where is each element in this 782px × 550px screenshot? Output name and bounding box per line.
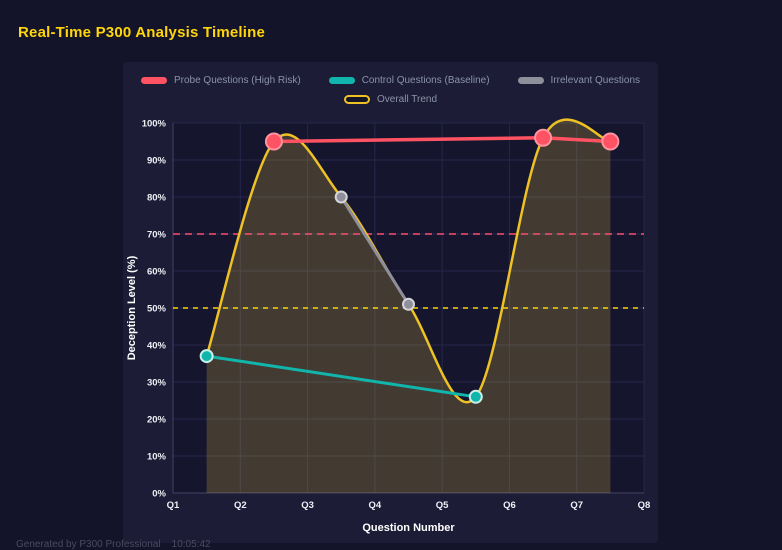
chart-panel: Probe Questions (High Risk) Control Ques…	[123, 62, 658, 543]
control-legend-swatch-icon	[328, 76, 355, 84]
svg-text:Q5: Q5	[436, 500, 449, 511]
svg-text:100%: 100%	[142, 119, 167, 130]
svg-text:50%: 50%	[147, 304, 167, 315]
legend-label-control: Control Questions (Baseline)	[361, 74, 490, 86]
legend-item-irrelevant[interactable]: Irrelevant Questions	[517, 74, 641, 86]
svg-text:40%: 40%	[147, 341, 167, 352]
svg-text:10%: 10%	[147, 452, 167, 463]
legend-label-irrelevant: Irrelevant Questions	[550, 74, 641, 86]
legend-label-trend: Overall Trend	[376, 93, 438, 105]
probe-legend-swatch-icon	[140, 76, 167, 84]
svg-text:80%: 80%	[147, 193, 167, 204]
svg-text:70%: 70%	[147, 230, 167, 241]
legend-label-probe: Probe Questions (High Risk)	[173, 74, 301, 86]
timeline-chart: 0% 10% 20% 30% 40% 50% 60% 70% 80% 90% 100% Q1 Q2 Q3 Q…	[126, 119, 651, 535]
svg-text:Q6: Q6	[503, 500, 516, 511]
footer-note: Generated by P300 Professional 10:05:42	[16, 539, 211, 550]
svg-text:Question Number: Question Number	[362, 522, 455, 534]
svg-text:Q2: Q2	[234, 500, 247, 511]
legend-row-2: Overall Trend	[123, 91, 658, 107]
legend-row-1: Probe Questions (High Risk) Control Ques…	[123, 72, 658, 88]
svg-text:Q4: Q4	[369, 500, 382, 511]
svg-text:0%: 0%	[152, 489, 166, 500]
svg-text:30%: 30%	[147, 378, 167, 389]
svg-text:Q7: Q7	[570, 500, 583, 511]
svg-text:20%: 20%	[147, 415, 167, 426]
svg-text:Q8: Q8	[638, 500, 651, 511]
legend-item-trend[interactable]: Overall Trend	[343, 93, 438, 105]
irrelevant-legend-swatch-icon	[517, 76, 544, 84]
legend-item-control[interactable]: Control Questions (Baseline)	[328, 74, 490, 86]
page-title: Real-Time P300 Analysis Timeline	[18, 24, 266, 41]
trend-legend-swatch-icon	[343, 94, 370, 104]
svg-text:Q1: Q1	[167, 500, 180, 511]
svg-text:90%: 90%	[147, 156, 167, 167]
svg-text:60%: 60%	[147, 267, 167, 278]
svg-text:Q3: Q3	[301, 500, 314, 511]
legend-item-probe[interactable]: Probe Questions (High Risk)	[140, 74, 301, 86]
svg-text:Deception Level (%): Deception Level (%)	[126, 255, 138, 360]
